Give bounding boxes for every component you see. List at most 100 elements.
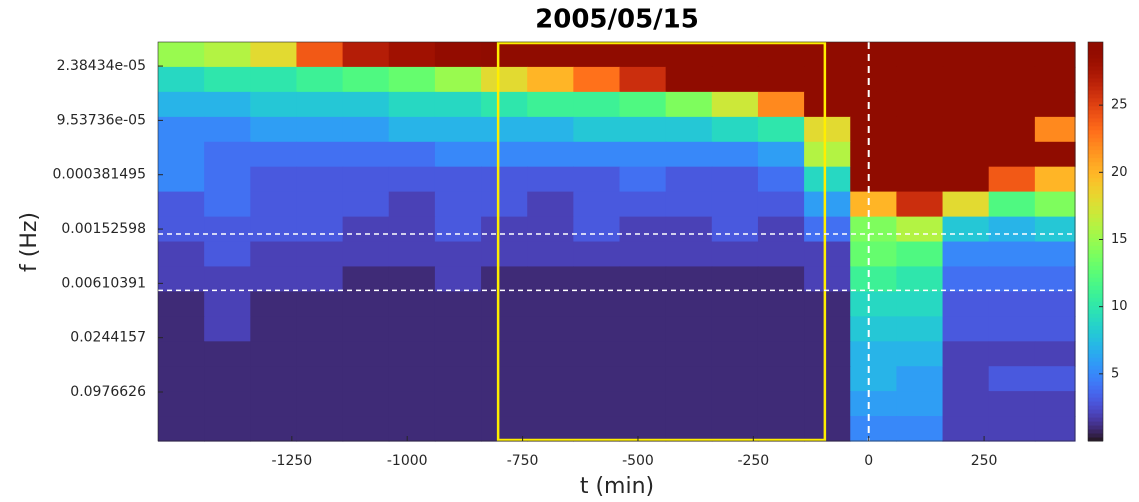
heatmap-cell bbox=[1034, 241, 1076, 268]
heatmap-cell bbox=[896, 66, 944, 93]
heatmap-cell bbox=[850, 391, 897, 417]
colorbar-segment bbox=[1088, 209, 1103, 215]
heatmap-cell bbox=[896, 266, 944, 292]
heatmap-cell bbox=[573, 241, 621, 268]
heatmap-cell bbox=[434, 191, 482, 218]
heatmap-cell bbox=[942, 216, 990, 243]
heatmap-cell bbox=[342, 166, 390, 193]
colorbar-tick-label: 25 bbox=[1111, 98, 1128, 113]
heatmap-cell bbox=[434, 42, 482, 68]
heatmap-cell bbox=[942, 316, 990, 342]
heatmap-cell bbox=[665, 66, 713, 93]
heatmap-cell bbox=[1034, 391, 1076, 417]
colorbar-segment bbox=[1088, 413, 1103, 418]
y-tick-label: 9.53736e-05 bbox=[57, 112, 146, 128]
heatmap-cell bbox=[573, 366, 621, 392]
colorbar-tick-label: 20 bbox=[1111, 165, 1128, 180]
heatmap-cell bbox=[388, 191, 436, 218]
colorbar-segment bbox=[1088, 109, 1103, 115]
y-axis-label: f (Hz) bbox=[17, 212, 42, 272]
heatmap-cell bbox=[527, 42, 574, 68]
heatmap-cell bbox=[757, 116, 805, 143]
heatmap-cell bbox=[850, 241, 897, 268]
heatmap-cell bbox=[573, 66, 621, 93]
heatmap-cell bbox=[481, 266, 528, 292]
heatmap-cell bbox=[527, 416, 574, 442]
heatmap-cell bbox=[619, 416, 667, 442]
colorbar-segment bbox=[1088, 125, 1103, 131]
heatmap-cell bbox=[296, 366, 344, 392]
colorbar-segment bbox=[1088, 77, 1103, 83]
heatmap-cell bbox=[434, 416, 482, 442]
heatmap-cell bbox=[757, 91, 805, 118]
heatmap-cell bbox=[388, 91, 436, 118]
heatmap-cell bbox=[158, 416, 205, 442]
heatmap-cell bbox=[158, 391, 205, 417]
heatmap-cell bbox=[158, 366, 205, 392]
colorbar-segment bbox=[1088, 337, 1103, 342]
heatmap-cell bbox=[250, 166, 298, 193]
heatmap-cell bbox=[204, 91, 251, 118]
colorbar-segment bbox=[1088, 113, 1103, 119]
heatmap-cell bbox=[896, 91, 944, 118]
heatmap-cell bbox=[388, 166, 436, 193]
colorbar-segment bbox=[1088, 221, 1103, 227]
heatmap-cell bbox=[850, 316, 897, 342]
heatmap-cell bbox=[296, 116, 344, 143]
heatmap-cell bbox=[342, 241, 390, 268]
heatmap-cell bbox=[481, 241, 528, 268]
heatmap-cell bbox=[804, 91, 851, 118]
heatmap-cell bbox=[342, 416, 390, 442]
heatmap-cell bbox=[757, 241, 805, 268]
colorbar-segment bbox=[1088, 333, 1103, 338]
heatmap-cell bbox=[757, 291, 805, 317]
heatmap-cell bbox=[481, 166, 528, 193]
heatmap-cell bbox=[1034, 42, 1076, 68]
heatmap-cell bbox=[296, 191, 344, 218]
y-tick-label: 0.00610391 bbox=[61, 275, 146, 291]
heatmap-cell bbox=[1034, 91, 1076, 118]
colorbar-segment bbox=[1088, 397, 1103, 402]
heatmap-cell bbox=[619, 391, 667, 417]
colorbar-segment bbox=[1088, 133, 1103, 139]
heatmap-cell bbox=[527, 116, 574, 143]
heatmap-cell bbox=[850, 42, 897, 68]
heatmap-cell bbox=[988, 316, 1036, 342]
heatmap-cell bbox=[250, 266, 298, 292]
heatmap-cell bbox=[665, 191, 713, 218]
heatmap-cell bbox=[388, 366, 436, 392]
heatmap-cell bbox=[850, 291, 897, 317]
heatmap-cell bbox=[204, 316, 251, 342]
colorbar-segment bbox=[1088, 45, 1103, 51]
heatmap-cell bbox=[942, 166, 990, 193]
heatmap-cell bbox=[665, 416, 713, 442]
heatmap-cell bbox=[527, 366, 574, 392]
heatmap-cell bbox=[942, 366, 990, 392]
heatmap-cell bbox=[342, 391, 390, 417]
heatmap-cell bbox=[296, 166, 344, 193]
y-tick-label: 0.0976626 bbox=[70, 384, 146, 400]
colorbar-segment bbox=[1088, 233, 1103, 239]
heatmap-cell bbox=[204, 241, 251, 268]
colorbar-segment bbox=[1088, 89, 1103, 95]
colorbar-segment bbox=[1088, 345, 1103, 350]
heatmap-cell bbox=[942, 42, 990, 68]
heatmap-cell bbox=[481, 316, 528, 342]
colorbar-segment bbox=[1088, 157, 1103, 163]
colorbar-segment bbox=[1088, 177, 1103, 183]
colorbar-segment bbox=[1088, 161, 1103, 167]
colorbar-segment bbox=[1088, 65, 1103, 71]
colorbar-segment bbox=[1088, 301, 1103, 306]
heatmap-cell bbox=[204, 366, 251, 392]
heatmap-cell bbox=[665, 291, 713, 317]
heatmap-cell bbox=[388, 316, 436, 342]
colorbar-segment bbox=[1088, 73, 1103, 79]
heatmap-cell bbox=[711, 116, 759, 143]
heatmap-cell bbox=[388, 42, 436, 68]
heatmap-cell bbox=[850, 91, 897, 118]
colorbar-segment bbox=[1088, 197, 1103, 203]
colorbar-segment bbox=[1088, 105, 1103, 111]
heatmap-cell bbox=[757, 42, 805, 68]
heatmap-cell bbox=[942, 291, 990, 317]
colorbar-segment bbox=[1088, 257, 1103, 262]
